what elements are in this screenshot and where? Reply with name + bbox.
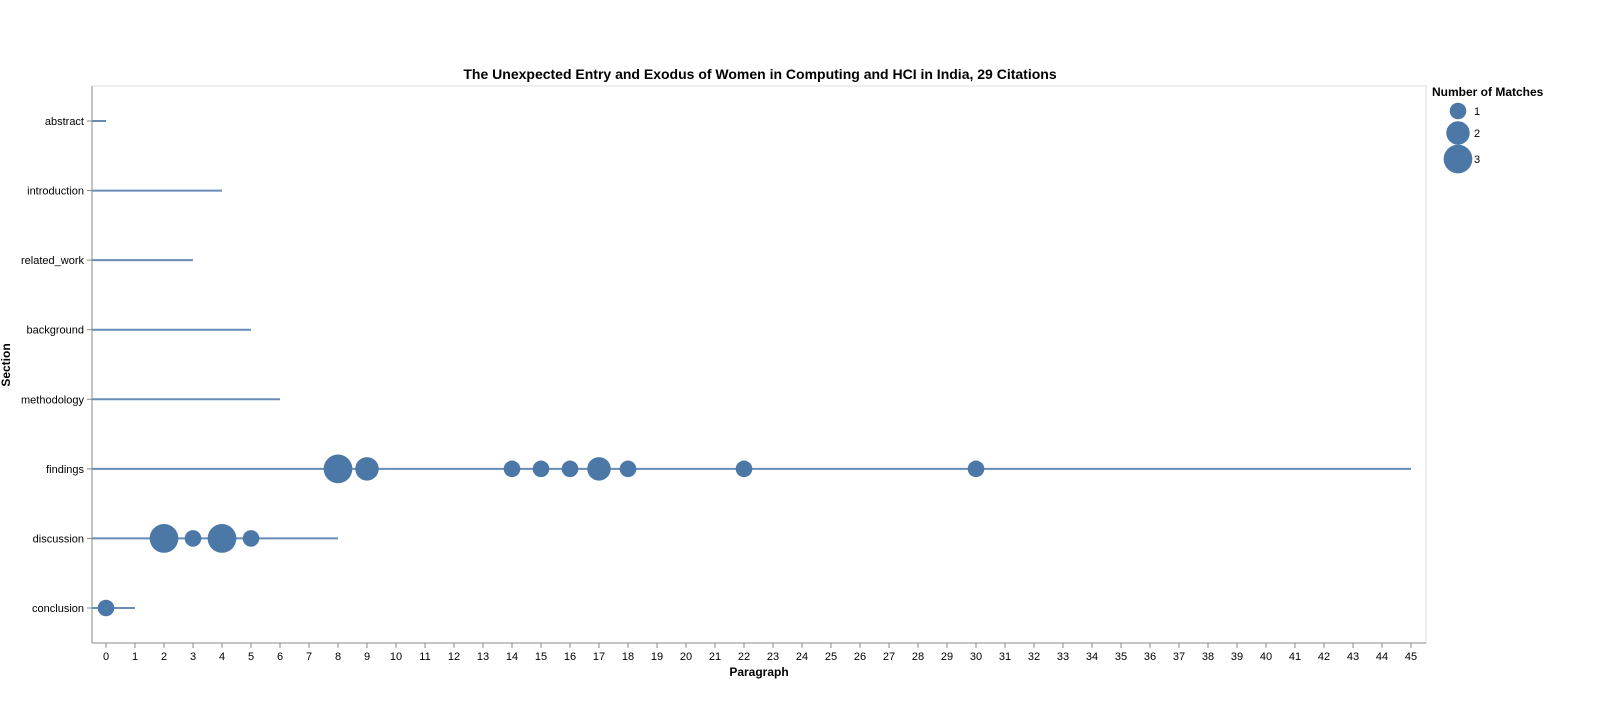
x-tick-label: 28 xyxy=(912,651,924,663)
data-points xyxy=(97,454,985,617)
y-tick-label: methodology xyxy=(21,394,84,406)
y-tick-label: related_work xyxy=(21,255,84,267)
legend-label: 3 xyxy=(1474,154,1480,166)
x-tick-label: 9 xyxy=(364,651,370,663)
chart-title: The Unexpected Entry and Exodus of Women… xyxy=(463,66,1056,82)
y-tick-label: background xyxy=(27,325,85,337)
x-tick-label: 5 xyxy=(248,651,254,663)
data-point xyxy=(503,460,521,478)
x-tick-label: 18 xyxy=(622,651,634,663)
x-tick-label: 22 xyxy=(738,651,750,663)
x-tick-label: 16 xyxy=(564,651,576,663)
x-tick-label: 40 xyxy=(1260,651,1272,663)
x-tick-label: 42 xyxy=(1318,651,1330,663)
x-tick-label: 31 xyxy=(999,651,1011,663)
x-tick-label: 1 xyxy=(132,651,138,663)
y-tick-label: introduction xyxy=(27,186,84,198)
data-point xyxy=(323,454,353,484)
x-tick-label: 37 xyxy=(1173,651,1185,663)
x-tick-label: 21 xyxy=(709,651,721,663)
x-tick-label: 34 xyxy=(1086,651,1098,663)
data-point xyxy=(184,530,202,547)
x-tick-label: 44 xyxy=(1376,651,1388,663)
x-tick-label: 26 xyxy=(854,651,866,663)
x-tick-label: 27 xyxy=(883,651,895,663)
x-tick-label: 7 xyxy=(306,651,312,663)
x-tick-label: 3 xyxy=(190,651,196,663)
x-tick-label: 29 xyxy=(941,651,953,663)
x-axis-title: Paragraph xyxy=(729,665,788,679)
legend-symbol xyxy=(1449,102,1467,120)
x-tick-label: 2 xyxy=(161,651,167,663)
legend-symbol xyxy=(1443,144,1473,174)
x-tick-label: 30 xyxy=(970,651,982,663)
x-tick-label: 13 xyxy=(477,651,489,663)
y-tick-label: discussion xyxy=(33,533,84,545)
legend-title: Number of Matches xyxy=(1432,85,1544,99)
data-point xyxy=(97,599,115,617)
x-tick-label: 10 xyxy=(390,651,402,663)
x-tick-label: 17 xyxy=(593,651,605,663)
x-tick-label: 6 xyxy=(277,651,283,663)
x-tick-label: 20 xyxy=(680,651,692,663)
x-tick-label: 45 xyxy=(1405,651,1417,663)
x-tick-label: 43 xyxy=(1347,651,1359,663)
x-tick-label: 15 xyxy=(535,651,547,663)
x-tick-label: 12 xyxy=(448,651,460,663)
x-tick-label: 19 xyxy=(651,651,663,663)
data-point xyxy=(619,460,637,478)
x-tick-label: 39 xyxy=(1231,651,1243,663)
y-axis-title: Section xyxy=(0,343,13,386)
data-point xyxy=(967,460,985,478)
y-tick-label: abstract xyxy=(45,116,84,128)
y-tick-label: conclusion xyxy=(32,603,84,615)
x-tick-label: 36 xyxy=(1144,651,1156,663)
y-axis: abstract introduction related_work backgrou… xyxy=(21,86,93,643)
x-tick-label: 38 xyxy=(1202,651,1214,663)
legend: Number of Matches 1 2 3 xyxy=(1432,85,1544,174)
legend-label: 1 xyxy=(1474,106,1480,118)
legend-symbol xyxy=(1446,121,1470,145)
x-tick-label: 11 xyxy=(419,651,430,663)
data-point xyxy=(207,524,237,553)
plot-frame xyxy=(91,85,1427,644)
x-tick-label: 0 xyxy=(103,651,109,663)
x-tick-label: 23 xyxy=(767,651,779,663)
data-point xyxy=(355,457,379,481)
data-point xyxy=(561,460,579,478)
legend-label: 2 xyxy=(1474,128,1480,140)
data-point xyxy=(242,530,260,547)
x-tick-label: 33 xyxy=(1057,651,1069,663)
x-tick-label: 25 xyxy=(825,651,837,663)
x-tick-label: 41 xyxy=(1289,651,1301,663)
y-tick-label: findings xyxy=(46,464,84,476)
x-tick-label: 24 xyxy=(796,651,808,663)
x-tick-label: 8 xyxy=(335,651,341,663)
x-tick-label: 4 xyxy=(219,651,225,663)
data-point xyxy=(532,460,550,478)
data-point xyxy=(149,524,179,553)
data-point xyxy=(587,457,611,481)
x-tick-label: 14 xyxy=(506,651,518,663)
data-point xyxy=(735,460,753,478)
x-tick-label: 32 xyxy=(1028,651,1040,663)
x-axis: 0 1 2 3 4 5 6 7 8 9 10 11 12 13 14 15 16 17 18 19 20 21 22 23 24… xyxy=(92,642,1426,663)
section-lines xyxy=(92,120,1411,609)
x-tick-label: 35 xyxy=(1115,651,1127,663)
